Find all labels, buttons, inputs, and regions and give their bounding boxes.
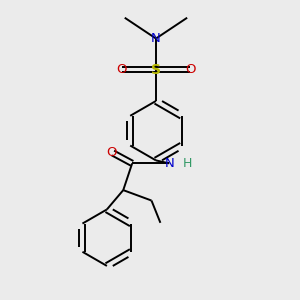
Text: O: O: [116, 63, 127, 76]
Text: S: S: [151, 63, 161, 77]
Text: N: N: [151, 32, 161, 45]
Text: O: O: [106, 146, 117, 160]
Text: H: H: [182, 157, 192, 170]
Text: N: N: [164, 157, 174, 170]
Text: O: O: [185, 63, 195, 76]
